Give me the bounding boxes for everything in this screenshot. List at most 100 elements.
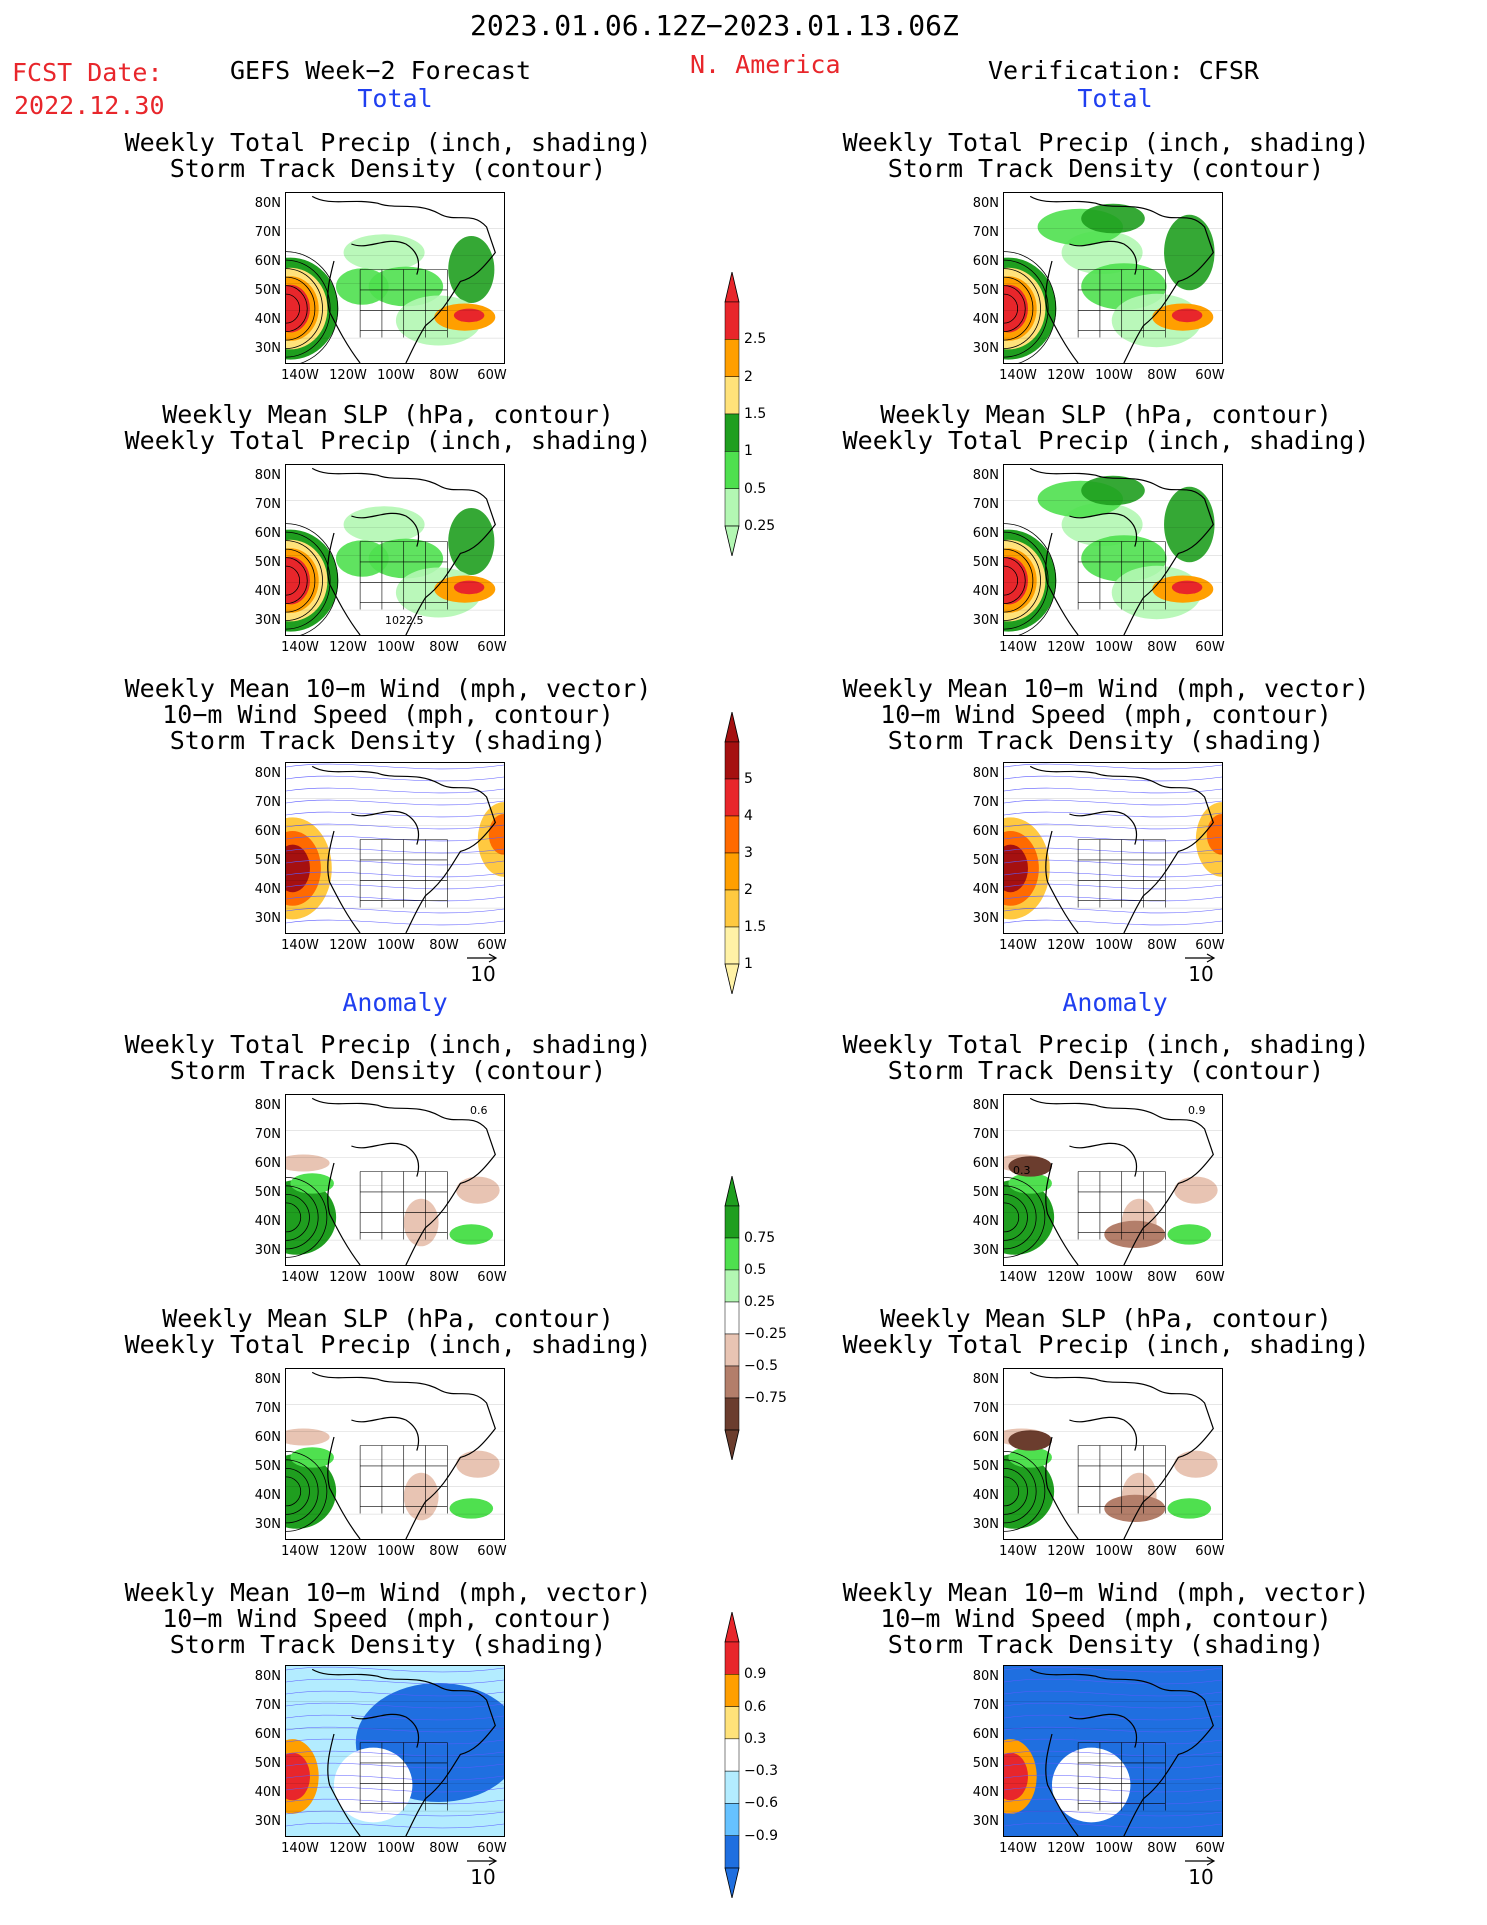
- map-panel: [285, 762, 505, 934]
- lat-label: 60N: [972, 1727, 999, 1742]
- vector-reference-label: 10: [1188, 962, 1214, 986]
- contour-label: 0.9: [1188, 1104, 1206, 1117]
- colorbar-label: −0.5: [744, 1358, 778, 1374]
- panel-title: Weekly Mean SLP (hPa, contour): [162, 400, 614, 429]
- lat-label: 80N: [254, 1372, 281, 1387]
- panel-title: Storm Track Density (contour): [169, 154, 607, 183]
- lat-label: 50N: [972, 283, 999, 298]
- panel-title: Storm Track Density (contour): [887, 1056, 1325, 1085]
- lon-label: 120W: [329, 1270, 367, 1285]
- lon-label: 140W: [999, 640, 1037, 655]
- colorbar-label: 0.5: [744, 1262, 767, 1278]
- panel-title: Storm Track Density (contour): [887, 154, 1325, 183]
- lat-label: 60N: [972, 1156, 999, 1171]
- lon-label: 120W: [1047, 938, 1085, 953]
- lon-label: 120W: [1047, 368, 1085, 383]
- panel-title: Weekly Mean 10−m Wind (mph, vector): [124, 1578, 652, 1607]
- lon-label: 60W: [477, 1841, 507, 1856]
- lat-label: 40N: [254, 882, 281, 897]
- panel-title: Storm Track Density (shading): [169, 1630, 607, 1659]
- colorbar-label: 3: [744, 845, 753, 861]
- lon-label: 100W: [1095, 1270, 1133, 1285]
- lat-label: 30N: [972, 1517, 999, 1532]
- colorbar-label: 0.25: [744, 518, 776, 534]
- lon-label: 120W: [1047, 1841, 1085, 1856]
- lon-label: 80W: [429, 1270, 459, 1285]
- panel-title: Weekly Mean SLP (hPa, contour): [880, 400, 1332, 429]
- panel-title: Weekly Total Precip (inch, shading): [124, 1030, 652, 1059]
- lon-label: 140W: [281, 368, 319, 383]
- colorbar-label: −0.3: [744, 1763, 778, 1780]
- map-panel: [285, 192, 505, 364]
- lat-label: 50N: [972, 555, 999, 570]
- lon-label: 60W: [1195, 938, 1225, 953]
- lon-label: 80W: [1147, 1841, 1177, 1856]
- panel-title: Storm Track Density (shading): [887, 1630, 1325, 1659]
- panel-title: Weekly Total Precip (inch, shading): [124, 426, 652, 455]
- lon-label: 80W: [429, 368, 459, 383]
- lat-label: 40N: [972, 882, 999, 897]
- lat-label: 40N: [972, 1785, 999, 1800]
- map-panel: [1003, 762, 1223, 934]
- lat-label: 40N: [254, 584, 281, 599]
- lat-label: 70N: [972, 1401, 999, 1416]
- lat-label: 50N: [972, 1459, 999, 1474]
- lon-label: 120W: [329, 938, 367, 953]
- lat-label: 40N: [254, 312, 281, 327]
- lat-label: 70N: [254, 795, 281, 810]
- colorbar-wind_anom: [724, 1612, 740, 1898]
- lon-label: 120W: [329, 1544, 367, 1559]
- colorbar-label: −0.6: [744, 1795, 778, 1812]
- lon-label: 80W: [1147, 1270, 1177, 1285]
- lat-label: 50N: [254, 283, 281, 298]
- lat-label: 80N: [254, 196, 281, 211]
- lon-label: 140W: [281, 1841, 319, 1856]
- period-title: 2023.01.06.12Z−2023.01.13.06Z: [470, 9, 959, 42]
- colorbar-label: −0.25: [744, 1326, 787, 1342]
- lat-label: 60N: [254, 1156, 281, 1171]
- lon-label: 140W: [999, 938, 1037, 953]
- panel-title: Weekly Mean SLP (hPa, contour): [162, 1304, 614, 1333]
- contour-label: 0.3: [1013, 1164, 1031, 1177]
- colorbar-label: 0.6: [744, 1698, 767, 1715]
- lon-label: 60W: [1195, 640, 1225, 655]
- lon-label: 120W: [1047, 1544, 1085, 1559]
- lon-label: 120W: [329, 640, 367, 655]
- panel-title: Weekly Total Precip (inch, shading): [842, 128, 1370, 157]
- lat-label: 30N: [254, 1814, 281, 1829]
- panel-title: 10−m Wind Speed (mph, contour): [880, 700, 1332, 729]
- lat-label: 60N: [254, 526, 281, 541]
- lat-label: 30N: [972, 613, 999, 628]
- lon-label: 80W: [429, 938, 459, 953]
- lon-label: 80W: [1147, 640, 1177, 655]
- map-panel: [1003, 464, 1223, 636]
- section-label-anomaly: Anomaly: [342, 988, 448, 1017]
- lon-label: 100W: [1095, 938, 1133, 953]
- lat-label: 80N: [972, 468, 999, 483]
- lon-label: 100W: [1095, 640, 1133, 655]
- colorbar-label: 0.9: [744, 1666, 767, 1683]
- colorbar-label: −0.75: [744, 1390, 787, 1406]
- lat-label: 50N: [972, 853, 999, 868]
- lon-label: 100W: [377, 1841, 415, 1856]
- lat-label: 70N: [254, 497, 281, 512]
- lat-label: 40N: [972, 312, 999, 327]
- panel-title: Weekly Mean 10−m Wind (mph, vector): [124, 674, 652, 703]
- colorbar-label: 2.5: [744, 331, 767, 348]
- panel-title: 10−m Wind Speed (mph, contour): [162, 700, 614, 729]
- lon-label: 60W: [1195, 1270, 1225, 1285]
- panel-title: Weekly Total Precip (inch, shading): [842, 1330, 1370, 1359]
- lat-label: 50N: [254, 853, 281, 868]
- lon-label: 100W: [377, 640, 415, 655]
- lon-label: 60W: [477, 640, 507, 655]
- lon-label: 140W: [999, 1544, 1037, 1559]
- panel-title: Storm Track Density (contour): [169, 1056, 607, 1085]
- lat-label: 80N: [254, 766, 281, 781]
- panel-title: Weekly Mean 10−m Wind (mph, vector): [842, 674, 1370, 703]
- lat-label: 60N: [254, 254, 281, 269]
- lon-label: 60W: [477, 1270, 507, 1285]
- lat-label: 70N: [254, 1401, 281, 1416]
- lat-label: 70N: [972, 795, 999, 810]
- lon-label: 60W: [1195, 1544, 1225, 1559]
- lon-label: 120W: [1047, 1270, 1085, 1285]
